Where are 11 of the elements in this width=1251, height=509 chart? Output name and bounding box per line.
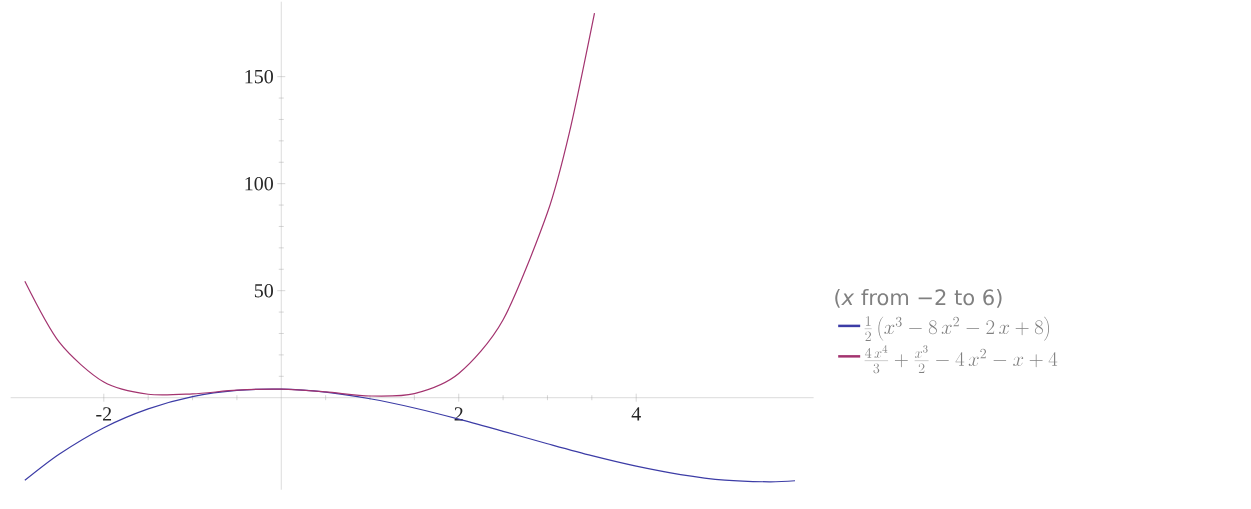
x-tick-label: 4 — [631, 407, 641, 421]
line-series — [24, 12, 596, 397]
y-tick-label: 100 — [245, 176, 273, 191]
legend-label: $\frac{4\,x^{4}}{3}+\frac{x^{3}}{2}-4\,x^{2}-x+4$ — [864, 345, 1058, 374]
y-tick-label: 150 — [245, 69, 273, 84]
y-tick-label: 50 — [254, 283, 273, 298]
line-series — [24, 388, 796, 483]
x-tick-label: 2 — [454, 407, 463, 421]
legend-title: (x from −2 to 6) — [835, 288, 1002, 308]
legend-label: $\frac{1}{2}\left(x^{3}-8\,x^{2}-2\,x+8\right)$ — [864, 316, 1049, 342]
x-tick-label: -2 — [96, 407, 112, 421]
